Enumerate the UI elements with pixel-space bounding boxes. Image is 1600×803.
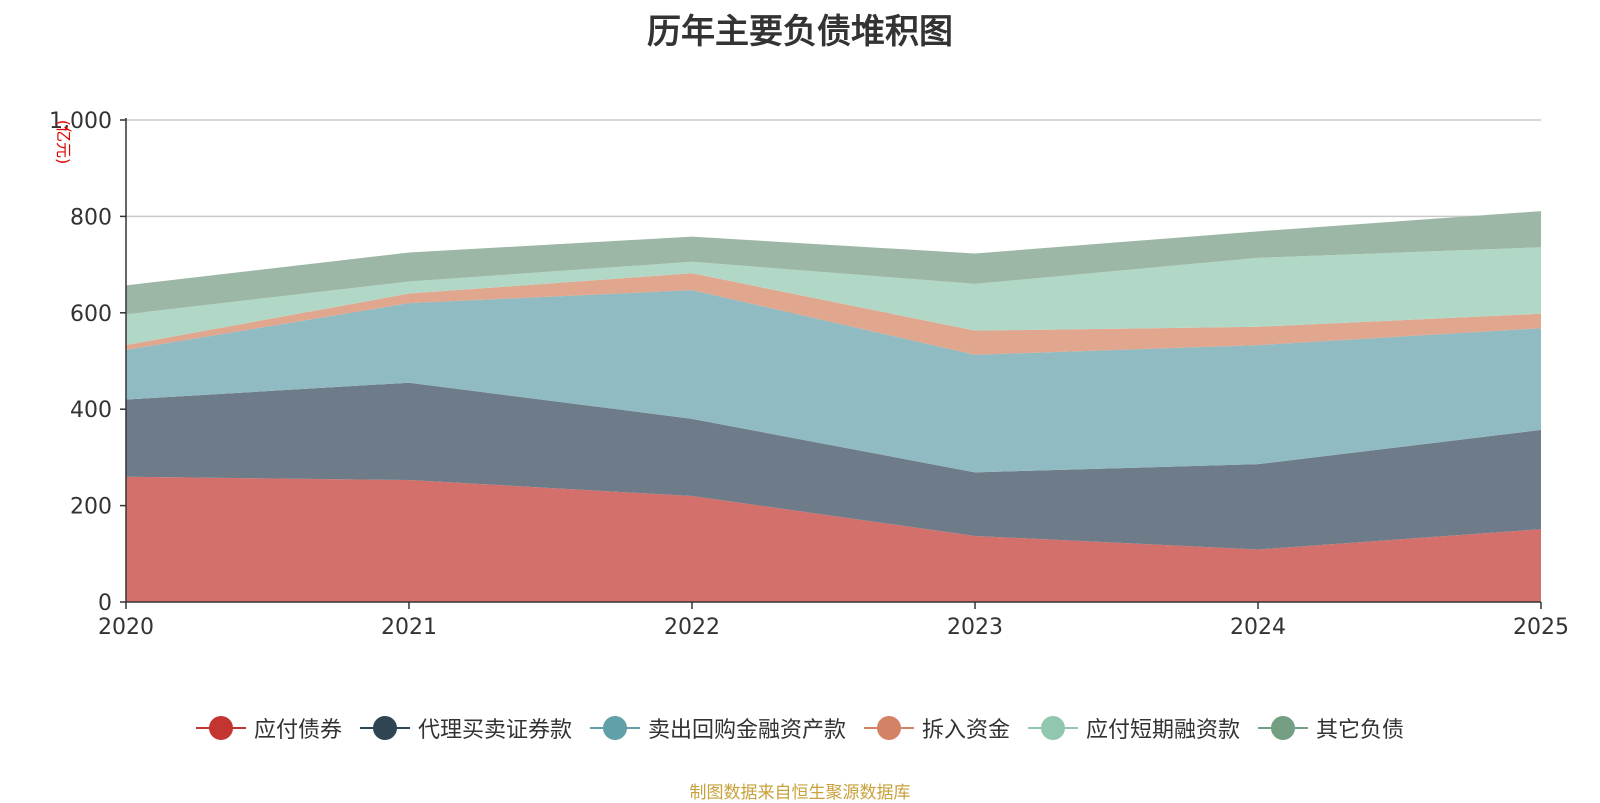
x-tick-label: 2022 xyxy=(664,615,720,640)
legend: 应付债券 代理买卖证券款 卖出回购金融资产款 拆入资金 应付短期融资款 其它负债 xyxy=(0,712,1600,744)
legend-item-5[interactable]: 应付短期融资款 xyxy=(1028,712,1240,744)
legend-label: 卖出回购金融资产款 xyxy=(647,718,846,743)
legend-item-2[interactable]: 代理买卖证券款 xyxy=(359,712,572,744)
area-series-5[interactable] xyxy=(126,247,1541,346)
area-series-6[interactable] xyxy=(126,211,1541,315)
area-series-4[interactable] xyxy=(126,273,1541,355)
x-tick-label: 2021 xyxy=(381,615,437,640)
y-tick-label: 1,000 xyxy=(49,109,112,134)
x-tick-label: 2024 xyxy=(1230,615,1286,640)
legend-swatch-icon xyxy=(359,716,410,740)
legend-label: 应付短期融资款 xyxy=(1086,718,1241,743)
legend-label: 应付债券 xyxy=(253,718,342,743)
axis-layer: 0 200 400 600 800 1,000 2020 2021 2022 2023 2024 20… xyxy=(49,109,1569,640)
y-tick-label: 0 xyxy=(98,591,112,616)
x-tick-label: 2020 xyxy=(98,615,154,640)
y-tick-label: 200 xyxy=(70,495,112,520)
legend-item-4[interactable]: 拆入资金 xyxy=(864,712,1010,744)
y-tick-label: 800 xyxy=(70,205,112,230)
legend-label: 其它负债 xyxy=(1316,718,1405,743)
legend-item-6[interactable]: 其它负债 xyxy=(1258,712,1404,744)
chart-title: 历年主要负债堆积图 xyxy=(647,12,953,52)
legend-item-3[interactable]: 卖出回购金融资产款 xyxy=(589,712,846,744)
legend-label: 代理买卖证券款 xyxy=(417,718,572,743)
area-series-2[interactable] xyxy=(126,382,1541,550)
y-axis-unit-label: (亿元) xyxy=(54,120,73,165)
data-source-note: 制图数据来自恒生聚源数据库 xyxy=(689,783,911,803)
area-series-3[interactable] xyxy=(126,290,1541,473)
y-tick-label: 400 xyxy=(70,398,112,423)
x-tick-label: 2025 xyxy=(1513,615,1569,640)
legend-label: 拆入资金 xyxy=(922,718,1011,743)
x-tick-label: 2023 xyxy=(947,615,1003,640)
y-tick-label: 600 xyxy=(70,302,112,327)
legend-swatch-icon xyxy=(1258,716,1309,740)
legend-swatch-icon xyxy=(864,716,914,740)
area-layer xyxy=(126,211,1541,602)
legend-swatch-icon xyxy=(195,716,246,740)
legend-swatch-icon xyxy=(1028,716,1079,740)
legend-item-1[interactable]: 应付债券 xyxy=(195,712,342,744)
legend-swatch-icon xyxy=(589,716,640,740)
area-series-1[interactable] xyxy=(126,476,1541,602)
